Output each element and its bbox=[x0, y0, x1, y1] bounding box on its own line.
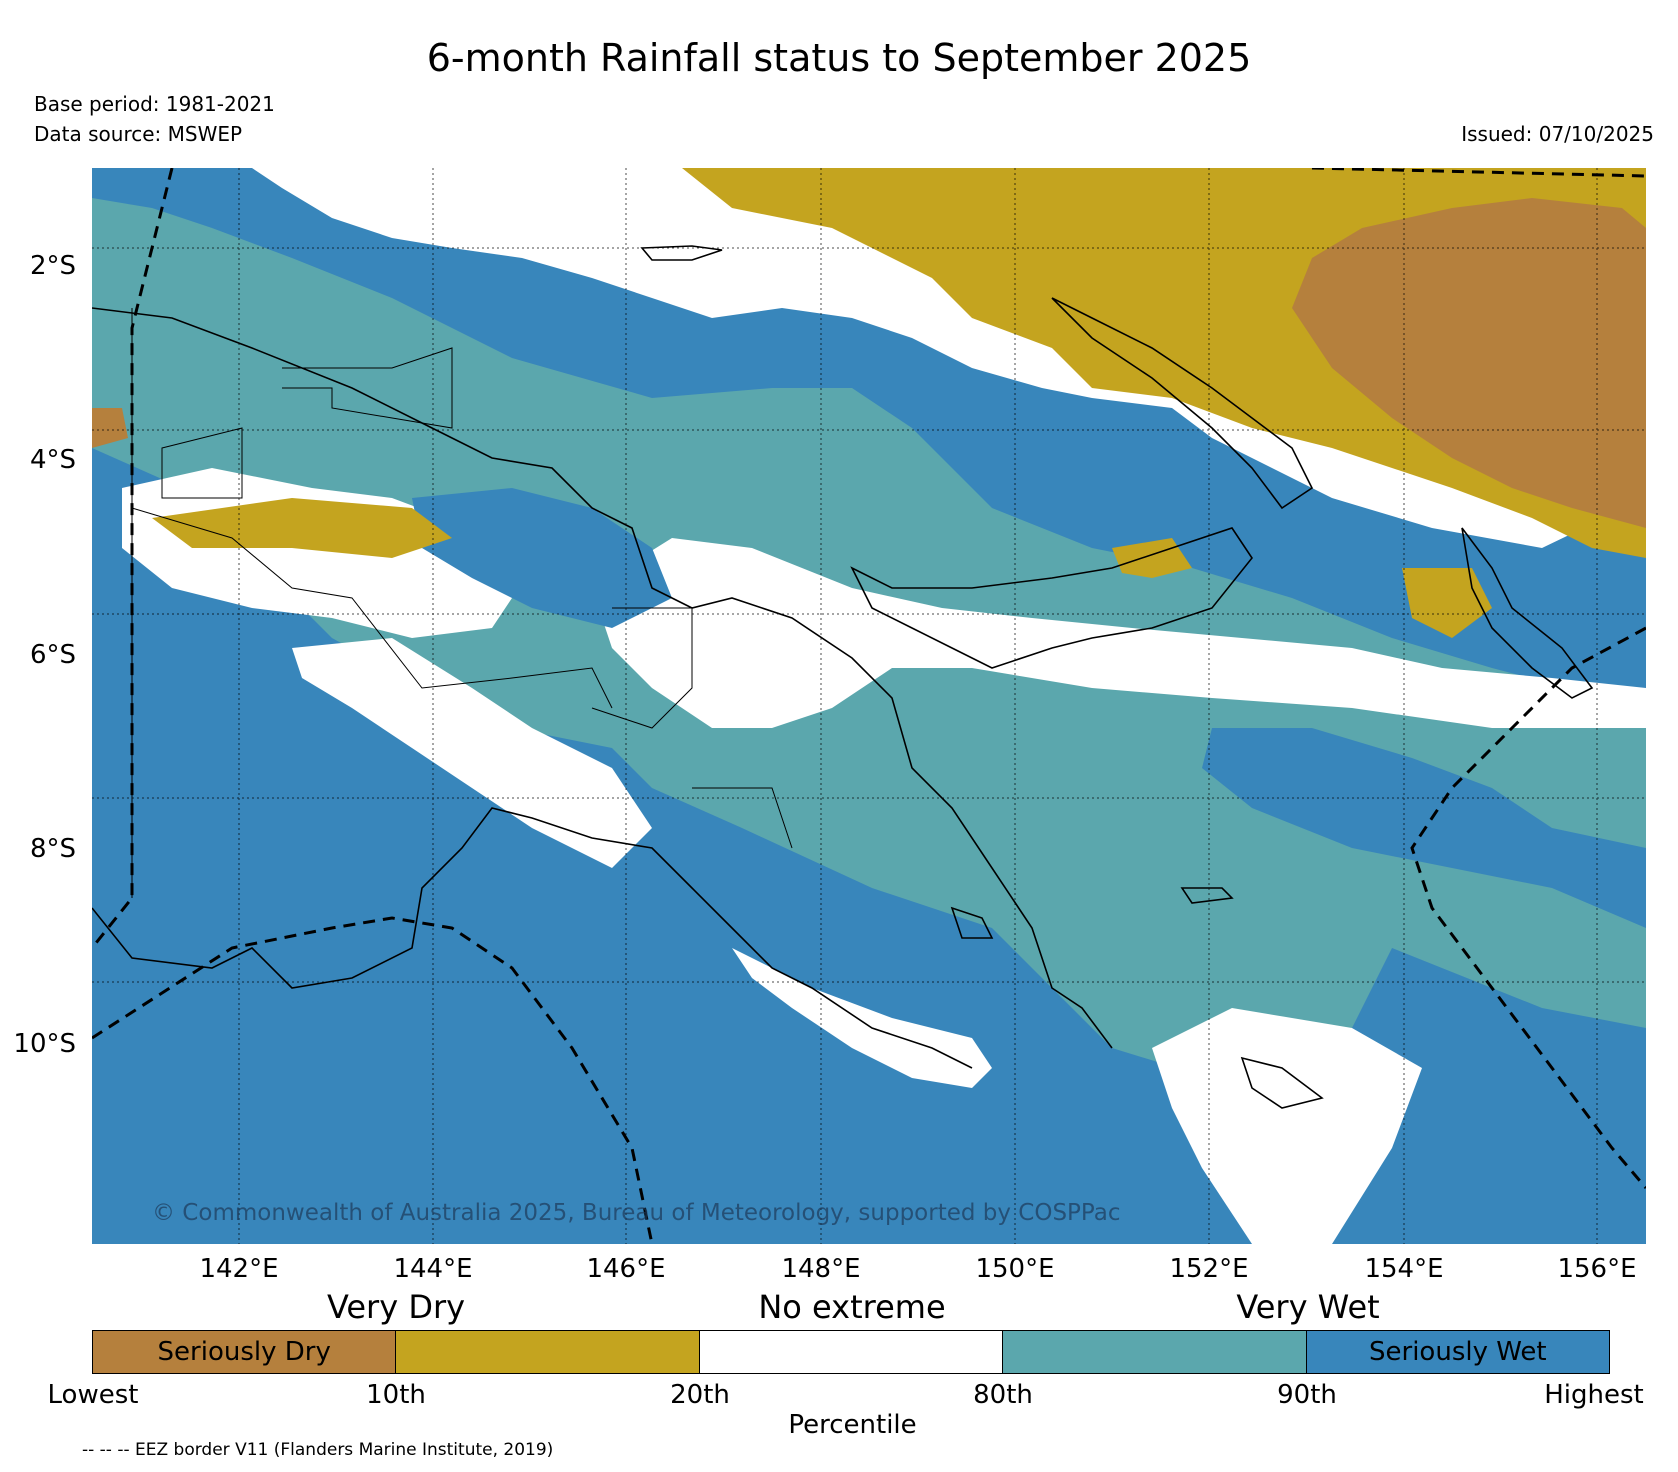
lat-tick-6s: 6°S bbox=[29, 640, 76, 670]
percentile-tick-highest: Highest bbox=[1544, 1380, 1644, 1410]
coastline-new-ireland bbox=[1051, 297, 1314, 510]
rainfall-map: © Commonwealth of Australia 2025, Bureau… bbox=[92, 168, 1646, 1244]
legend-segment-seriously-dry: Seriously Dry bbox=[93, 1331, 397, 1373]
lat-tick-2s: 2°S bbox=[29, 251, 76, 281]
coastline-d-entrecasteaux bbox=[950, 906, 994, 939]
no-extreme-area-highlands bbox=[292, 638, 652, 868]
graticule bbox=[92, 168, 1646, 1244]
percentile-tick-10th: 10th bbox=[366, 1380, 426, 1410]
lon-tick-150e: 150°E bbox=[975, 1254, 1055, 1284]
lat-tick-8s: 8°S bbox=[29, 834, 76, 864]
percentile-tick-90th: 90th bbox=[1277, 1380, 1337, 1410]
lat-tick-10s: 10°S bbox=[13, 1029, 76, 1059]
issued-date: Issued: 07/10/2025 bbox=[1461, 122, 1654, 146]
seriously-dry-patch-west bbox=[92, 408, 128, 448]
legend-segment-no-extreme bbox=[699, 1331, 1004, 1373]
eez-borders bbox=[92, 168, 1646, 1244]
lon-tick-152e: 152°E bbox=[1169, 1254, 1249, 1284]
rainfall-map-svg: © Commonwealth of Australia 2025, Bureau… bbox=[92, 168, 1646, 1244]
no-extreme-area-southeast bbox=[1152, 1008, 1422, 1244]
coastline-manus bbox=[640, 245, 723, 261]
percentile-tick-lowest: Lowest bbox=[47, 1380, 139, 1410]
lat-tick-4s: 4°S bbox=[29, 445, 76, 475]
no-extreme-area-south bbox=[732, 948, 992, 1088]
coastline-new-britain bbox=[850, 527, 1253, 669]
base-period: Base period: 1981-2021 bbox=[34, 92, 275, 116]
legend-segment-seriously-wet: Seriously Wet bbox=[1306, 1331, 1610, 1373]
coastline-new-guinea-south bbox=[92, 807, 973, 1069]
category-very-wet: Very Wet bbox=[1236, 1288, 1380, 1326]
percentile-tick-80th: 80th bbox=[973, 1380, 1033, 1410]
copyright-notice: © Commonwealth of Australia 2025, Bureau… bbox=[152, 1200, 1121, 1226]
lon-tick-144e: 144°E bbox=[393, 1254, 473, 1284]
data-source: Data source: MSWEP bbox=[34, 122, 243, 146]
legend-segment-very-dry bbox=[396, 1331, 700, 1373]
eez-footnote: -- -- -- EEZ border V11 (Flanders Marine… bbox=[82, 1440, 554, 1460]
very-dry-patch-west bbox=[152, 498, 452, 558]
lon-tick-142e: 142°E bbox=[199, 1254, 279, 1284]
seriously-dry-area bbox=[1292, 198, 1646, 528]
percentile-tick-20th: 20th bbox=[670, 1380, 730, 1410]
category-very-dry: Very Dry bbox=[326, 1288, 466, 1326]
legend-segment-very-wet bbox=[1003, 1331, 1307, 1373]
lon-tick-148e: 148°E bbox=[781, 1254, 861, 1284]
lon-tick-156e: 156°E bbox=[1557, 1254, 1637, 1284]
seriously-wet-area-highlands bbox=[412, 488, 672, 628]
coastline-bougainville bbox=[1461, 527, 1594, 699]
coastline-new-guinea-north bbox=[92, 307, 1113, 1049]
lon-tick-154e: 154°E bbox=[1364, 1254, 1444, 1284]
very-dry-patch-new-ireland bbox=[1402, 568, 1492, 638]
category-no-extreme: No extreme bbox=[758, 1288, 946, 1326]
percentile-axis-label: Percentile bbox=[788, 1410, 917, 1440]
coastline-louisiade bbox=[1240, 1056, 1324, 1109]
legend-color-bar: Seriously Dry Seriously Wet bbox=[92, 1330, 1610, 1374]
map-title: 6-month Rainfall status to September 202… bbox=[426, 36, 1252, 80]
coastlines bbox=[92, 245, 1594, 1109]
coastline-woodlark bbox=[1180, 887, 1234, 904]
lon-tick-146e: 146°E bbox=[586, 1254, 666, 1284]
